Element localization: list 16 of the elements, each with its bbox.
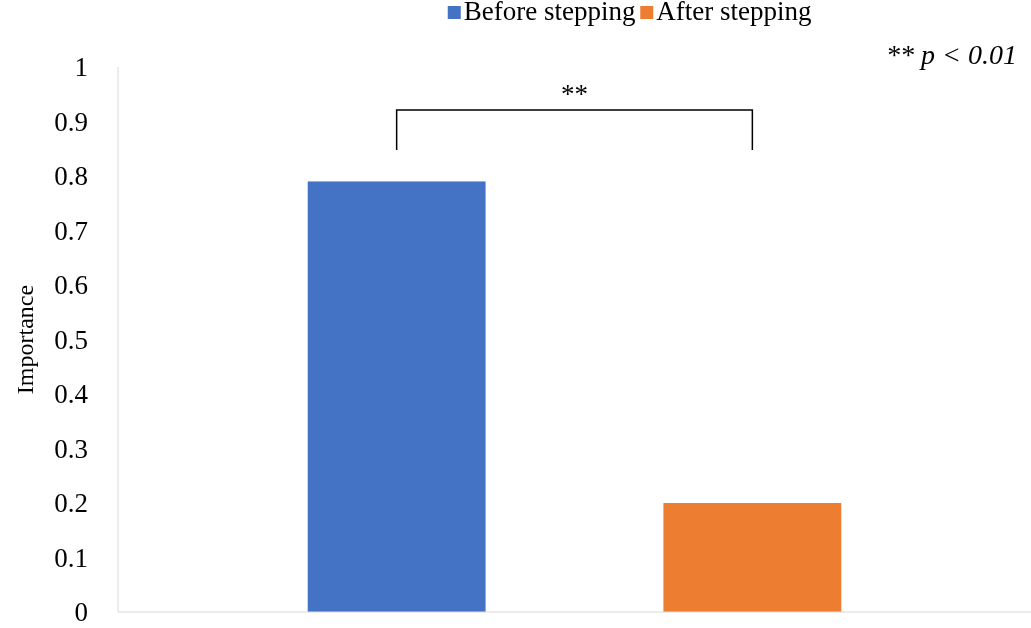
annotation: ** <box>561 79 588 109</box>
y-tick-label: 0.5 <box>54 324 88 355</box>
y-tick-label: 0.7 <box>54 215 88 246</box>
y-tick-label: 0.1 <box>54 542 88 573</box>
annotation: ** p < 0.01 <box>886 39 1017 70</box>
y-tick-label: 0.6 <box>54 270 88 301</box>
y-tick-label: 0.8 <box>54 161 88 192</box>
y-axis-title: Importance <box>12 284 38 395</box>
y-tick-label: 0.4 <box>54 379 89 410</box>
y-tick-label: 1 <box>74 52 88 83</box>
y-tick-label: 0.3 <box>54 433 88 464</box>
y-tick-label: 0 <box>74 597 88 628</box>
legend-label: After stepping <box>656 0 812 26</box>
y-tick-label: 0.9 <box>54 106 88 137</box>
legend-label: Before stepping <box>463 0 636 26</box>
y-tick-label: 0.2 <box>54 488 88 519</box>
